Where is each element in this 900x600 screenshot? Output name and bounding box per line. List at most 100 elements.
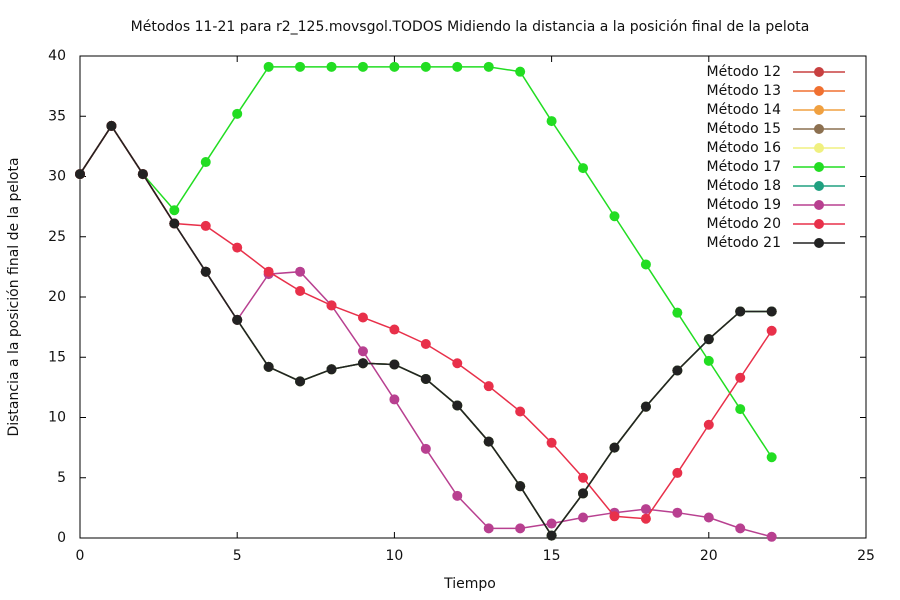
series-marker [169, 218, 180, 229]
series-marker [420, 373, 431, 384]
x-tick-label: 20 [700, 548, 718, 564]
series-marker [357, 312, 368, 323]
legend-label: Método 21 [707, 235, 781, 251]
series-marker [735, 523, 746, 534]
series-marker [326, 364, 337, 375]
y-tick-label: 35 [48, 108, 66, 124]
series-marker [295, 266, 306, 277]
x-tick-label: 15 [543, 548, 561, 564]
legend-marker [814, 238, 824, 248]
series-marker [703, 419, 714, 430]
series-marker [389, 61, 400, 72]
series-marker [295, 376, 306, 387]
series-marker [766, 452, 777, 463]
series-marker [578, 472, 589, 483]
series-marker [515, 66, 526, 77]
series-marker [483, 61, 494, 72]
x-tick-label: 5 [233, 548, 242, 564]
series-marker [672, 467, 683, 478]
series-marker [483, 436, 494, 447]
series-line [79, 124, 772, 537]
series-marker [640, 401, 651, 412]
y-tick-label: 5 [57, 470, 66, 486]
legend-marker [814, 124, 824, 134]
series-marker [578, 163, 589, 174]
legend-label: Método 16 [707, 140, 782, 156]
y-tick-label: 25 [48, 229, 66, 245]
series-line [79, 124, 772, 538]
legend-marker [814, 105, 824, 115]
x-tick-label: 10 [385, 548, 403, 564]
legend-label: Método 20 [707, 216, 781, 232]
series-marker [766, 325, 777, 336]
series-marker [200, 266, 211, 277]
series-marker [232, 242, 243, 253]
legend-marker [814, 86, 824, 96]
series-line [79, 124, 772, 537]
legend-label: Método 15 [707, 121, 781, 137]
x-tick-label: 0 [76, 548, 85, 564]
legend-marker [814, 162, 824, 172]
series-marker [703, 512, 714, 523]
series-marker [326, 61, 337, 72]
series-marker [735, 372, 746, 383]
series-marker [640, 513, 651, 524]
legend-label: Método 14 [707, 102, 782, 118]
series-marker [515, 406, 526, 417]
series-marker [578, 512, 589, 523]
legend-label: Método 18 [707, 178, 781, 194]
series-marker [766, 531, 777, 542]
series-marker [452, 358, 463, 369]
series-marker [420, 338, 431, 349]
legend-label: Método 12 [707, 64, 781, 80]
y-tick-label: 40 [48, 48, 66, 64]
series-marker [452, 400, 463, 411]
series-marker [546, 437, 557, 448]
y-axis-label: Distancia a la posición final de la pelo… [6, 157, 22, 436]
series-line [79, 124, 772, 537]
series-marker [452, 61, 463, 72]
series-marker [389, 359, 400, 370]
legend-marker [814, 143, 824, 153]
series-marker [200, 157, 211, 168]
legend-label: Método 19 [707, 197, 781, 213]
series-marker [640, 504, 651, 515]
y-tick-label: 15 [48, 349, 66, 365]
series-line [79, 124, 772, 537]
y-tick-label: 10 [48, 410, 66, 426]
series-marker [357, 61, 368, 72]
series-marker [609, 442, 620, 453]
series-marker [357, 346, 368, 357]
series-marker [578, 488, 589, 499]
chart-title: Métodos 11-21 para r2_125.movsgol.TODOS … [131, 19, 810, 35]
series-marker [640, 259, 651, 270]
series-marker [483, 381, 494, 392]
series-marker [703, 355, 714, 366]
legend-marker [814, 200, 824, 210]
series-marker [546, 116, 557, 127]
series-marker [263, 361, 274, 372]
series-marker [232, 108, 243, 119]
legend-marker [814, 219, 824, 229]
series-marker [672, 365, 683, 376]
series-marker [515, 523, 526, 534]
series-marker [546, 518, 557, 529]
series-line [79, 124, 772, 537]
series-marker [735, 404, 746, 415]
series-line [79, 124, 772, 537]
series-marker [232, 314, 243, 325]
series-marker [483, 523, 494, 534]
series-marker [672, 307, 683, 318]
series-marker [137, 169, 148, 180]
series-marker [703, 334, 714, 345]
x-tick-label: 25 [857, 548, 875, 564]
series-marker [169, 205, 180, 216]
series-marker [515, 481, 526, 492]
y-tick-label: 20 [48, 289, 66, 305]
series-marker [546, 530, 557, 541]
legend-marker [814, 67, 824, 77]
series-marker [609, 511, 620, 522]
series-marker [263, 266, 274, 277]
series-marker [389, 324, 400, 335]
